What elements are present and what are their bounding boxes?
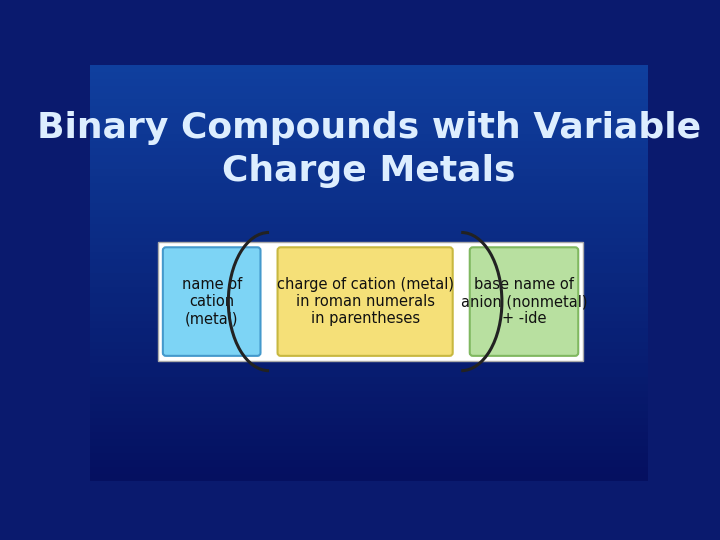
Bar	[90, 466, 648, 474]
Bar	[90, 119, 648, 127]
Bar	[90, 154, 648, 162]
Bar	[90, 244, 648, 252]
Bar	[90, 390, 648, 397]
Bar	[90, 348, 648, 356]
FancyBboxPatch shape	[158, 242, 583, 361]
Text: name of
cation
(metal): name of cation (metal)	[181, 276, 242, 327]
Bar	[90, 258, 648, 266]
Bar	[90, 231, 648, 238]
Bar	[90, 78, 648, 85]
Bar	[90, 217, 648, 224]
FancyBboxPatch shape	[469, 247, 578, 356]
Bar	[90, 106, 648, 113]
Bar	[90, 417, 648, 425]
Bar	[90, 168, 648, 176]
Text: base name of
anion (nonmetal)
+ -ide: base name of anion (nonmetal) + -ide	[461, 276, 588, 327]
Bar	[90, 459, 648, 467]
Bar	[90, 112, 648, 120]
Bar	[90, 272, 648, 280]
Bar	[90, 279, 648, 287]
Bar	[90, 327, 648, 335]
Bar	[90, 133, 648, 141]
Bar	[90, 251, 648, 259]
Bar	[90, 445, 648, 453]
Bar	[90, 140, 648, 148]
Bar	[90, 161, 648, 168]
Bar	[90, 397, 648, 404]
Bar	[90, 210, 648, 217]
Bar	[90, 362, 648, 370]
Bar	[90, 410, 648, 418]
Bar	[90, 403, 648, 411]
Bar	[90, 195, 648, 204]
Bar	[90, 224, 648, 231]
Bar	[90, 300, 648, 307]
Bar	[90, 307, 648, 314]
FancyBboxPatch shape	[277, 247, 453, 356]
Bar	[90, 424, 648, 432]
Bar	[90, 189, 648, 197]
Bar	[90, 92, 648, 99]
Bar	[90, 369, 648, 377]
FancyBboxPatch shape	[163, 247, 261, 356]
Bar	[90, 293, 648, 300]
Text: charge of cation (metal)
in roman numerals
in parentheses: charge of cation (metal) in roman numera…	[276, 276, 454, 327]
Bar	[90, 473, 648, 481]
Bar	[90, 175, 648, 183]
Bar	[90, 383, 648, 390]
Bar	[90, 355, 648, 363]
Bar	[90, 438, 648, 446]
Bar	[90, 64, 648, 72]
Bar	[90, 71, 648, 79]
Bar	[90, 147, 648, 155]
Bar	[90, 182, 648, 190]
Bar	[90, 237, 648, 245]
Bar	[90, 286, 648, 294]
Bar	[90, 334, 648, 342]
Bar	[90, 431, 648, 439]
Bar	[90, 320, 648, 328]
Bar	[90, 452, 648, 460]
Bar	[90, 265, 648, 273]
Text: Binary Compounds with Variable
Charge Metals: Binary Compounds with Variable Charge Me…	[37, 111, 701, 188]
Bar	[90, 126, 648, 134]
Bar	[90, 341, 648, 349]
Bar	[90, 376, 648, 383]
Bar	[90, 202, 648, 211]
Bar	[90, 314, 648, 321]
Bar	[90, 85, 648, 92]
Bar	[90, 99, 648, 106]
